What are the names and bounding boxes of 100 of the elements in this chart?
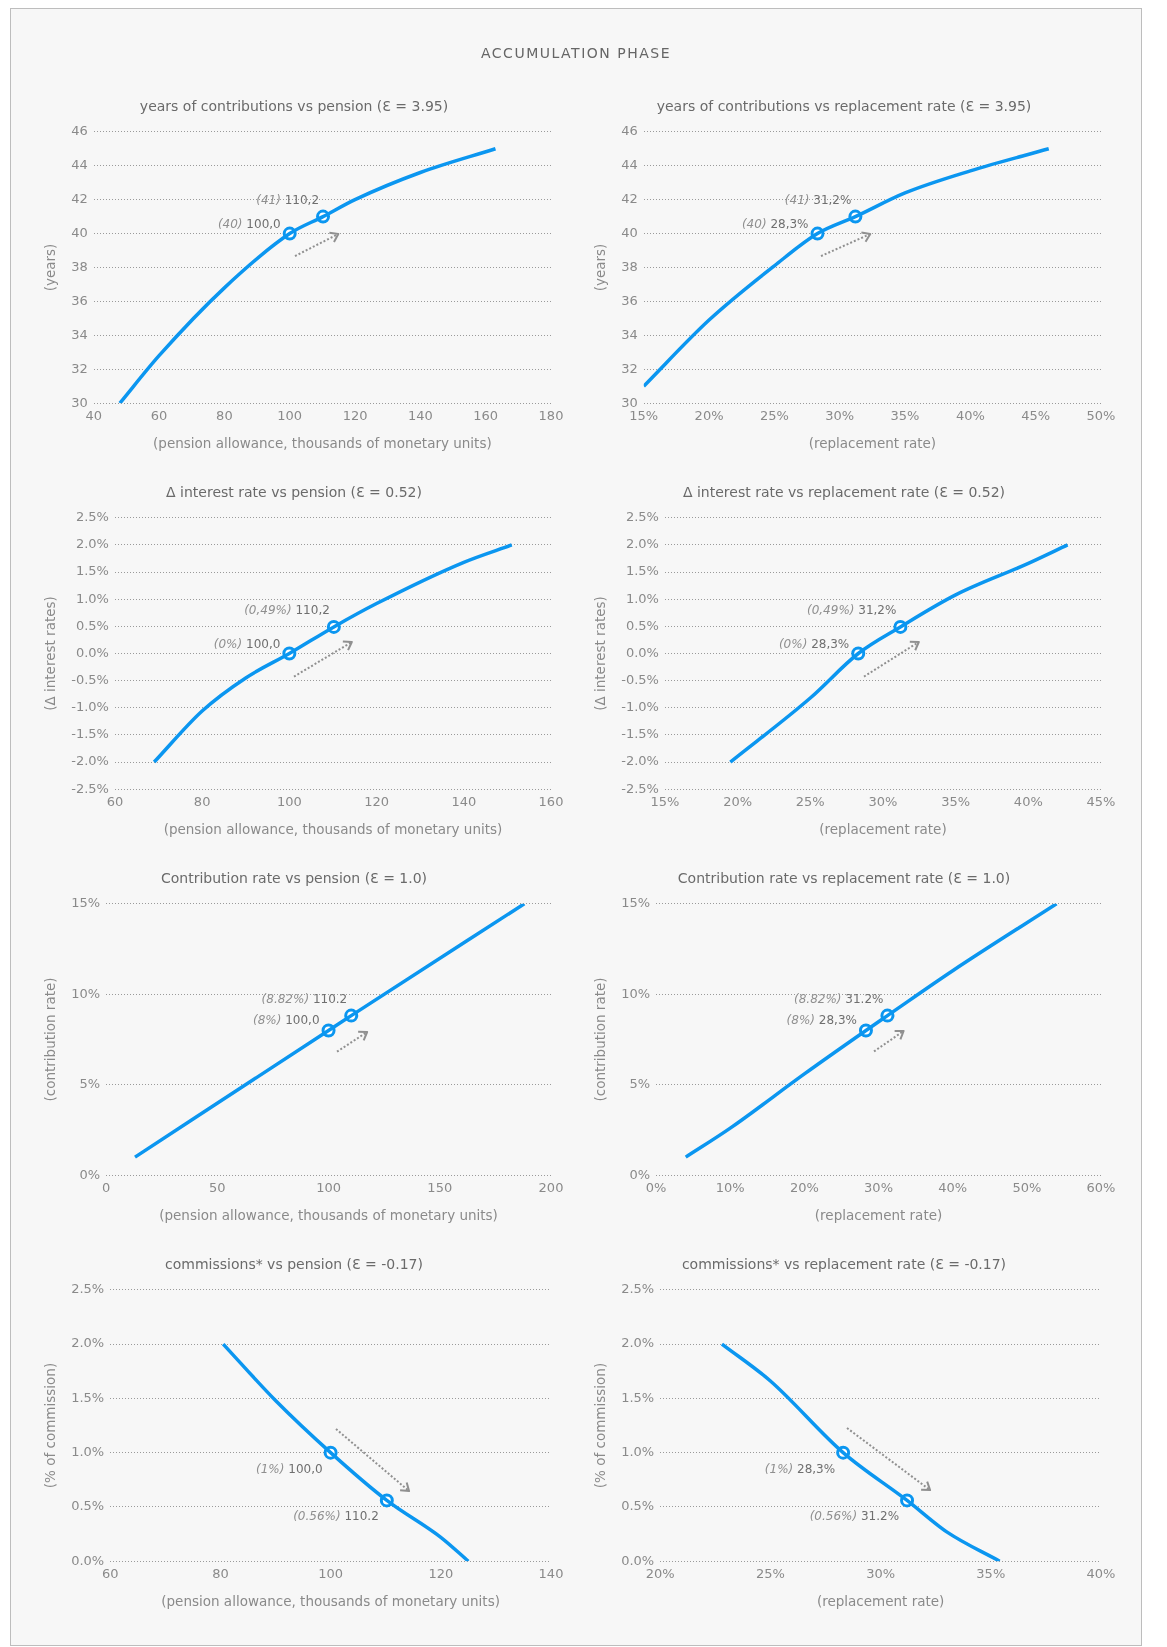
- annotation: (1%) 100,0: [256, 1461, 323, 1476]
- x-tick-label: 120: [342, 408, 368, 424]
- y-axis-title: (years): [591, 243, 608, 292]
- y-tick-label: 2.0%: [75, 536, 109, 552]
- y-tick-label: 1.0%: [71, 1444, 105, 1460]
- chart-title: years of contributions vs pension (Ɛ = 3.95): [139, 98, 449, 115]
- line-series: [684, 903, 1059, 1159]
- x-tick-label: 35%: [890, 408, 920, 424]
- y-tick-label: 15%: [71, 895, 101, 911]
- x-tick-label: 120: [364, 794, 389, 810]
- y-tick-label: 0.0%: [621, 1552, 655, 1568]
- x-tick-label: 160: [473, 408, 499, 424]
- x-tick-label: 40%: [1013, 794, 1043, 810]
- y-tick-label: 0%: [79, 1166, 101, 1182]
- y-tick-label: 1.0%: [625, 590, 659, 606]
- x-tick-label: 80: [216, 408, 233, 424]
- y-tick-label: 42: [621, 191, 638, 207]
- chart-title: years of contributions vs replacement rate (Ɛ = 3.95): [656, 98, 1032, 115]
- annotation: (0,49%) 110,2: [244, 602, 330, 617]
- y-tick-label: -2.0%: [71, 753, 109, 769]
- x-tick-label: 45%: [1021, 408, 1051, 424]
- annotation: (8.82%) 110.2: [261, 991, 348, 1006]
- y-tick-label: 5%: [629, 1076, 651, 1092]
- annotation: (41) 31,2%: [784, 192, 852, 207]
- x-tick-label: 50%: [1086, 408, 1116, 424]
- y-tick-label: 0.0%: [71, 1552, 105, 1568]
- x-tick-label: 50%: [1012, 1180, 1042, 1196]
- x-axis-title: (pension allowance, thousands of monetary units): [161, 1593, 500, 1610]
- annotation: (8%) 28,3%: [786, 1013, 857, 1028]
- x-tick-label: 160: [538, 794, 564, 810]
- y-tick-label: 0%: [629, 1166, 651, 1182]
- annotation: (0%) 28,3%: [778, 636, 850, 651]
- y-axis-title: (contribution rate): [591, 977, 608, 1102]
- annotation: (8%) 100,0: [252, 1013, 320, 1028]
- x-tick-label: 25%: [795, 794, 825, 810]
- line-series: [728, 543, 1070, 764]
- x-tick-label: 20%: [723, 794, 753, 810]
- y-axis-title: (years): [41, 243, 58, 292]
- y-tick-label: 38: [621, 258, 638, 274]
- y-tick-label: 38: [71, 258, 88, 274]
- annotation: (0.56%) 110.2: [293, 1509, 379, 1524]
- y-tick-label: 1.5%: [75, 563, 109, 579]
- line-series: [221, 1342, 471, 1562]
- line-series: [152, 543, 514, 764]
- x-axis-title: (pension allowance, thousands of monetary units): [153, 435, 492, 452]
- y-tick-label: 2.5%: [625, 509, 659, 525]
- x-axis-title: (pension allowance, thousands of monetary units): [159, 1207, 498, 1224]
- x-tick-label: 60%: [1086, 1180, 1116, 1196]
- x-tick-label: 30%: [866, 1566, 896, 1582]
- y-tick-label: 0.0%: [625, 644, 659, 660]
- y-tick-label: 10%: [71, 985, 101, 1001]
- chart-title: Δ interest rate vs pension (Ɛ = 0.52): [166, 484, 422, 501]
- x-tick-label: 40%: [955, 408, 985, 424]
- y-tick-label: -1.0%: [71, 699, 109, 715]
- y-tick-label: -2.5%: [71, 780, 109, 796]
- y-tick-label: 2.5%: [621, 1281, 655, 1297]
- y-tick-label: 32: [71, 360, 88, 376]
- y-tick-label: 2.0%: [71, 1335, 105, 1351]
- chart-title: commissions* vs pension (Ɛ = -0.17): [165, 1256, 423, 1273]
- y-tick-label: 34: [621, 326, 638, 342]
- y-axis-title: (contribution rate): [41, 977, 58, 1102]
- y-tick-label: 32: [621, 360, 638, 376]
- y-axis-title: (% of commission): [41, 1362, 58, 1489]
- x-tick-label: 60: [106, 794, 124, 810]
- y-tick-label: 0.5%: [625, 617, 659, 633]
- x-tick-label: 0: [101, 1180, 111, 1196]
- y-tick-label: 10%: [621, 985, 651, 1001]
- x-axis-title: (replacement rate): [814, 1207, 943, 1224]
- y-tick-label: 1.0%: [621, 1444, 655, 1460]
- x-tick-label: 150: [427, 1180, 453, 1196]
- chart-title: Contribution rate vs replacement rate (Ɛ = 1.0): [677, 870, 1011, 887]
- annotation: (41) 110,2: [256, 192, 320, 207]
- x-tick-label: 60: [150, 408, 168, 424]
- x-axis-title: (replacement rate): [808, 435, 937, 452]
- x-tick-label: 120: [428, 1566, 454, 1582]
- x-tick-label: 100: [316, 1180, 341, 1196]
- y-tick-label: 1.5%: [71, 1389, 105, 1405]
- y-tick-label: 1.5%: [625, 563, 659, 579]
- y-tick-label: 44: [71, 157, 88, 173]
- x-tick-label: 200: [538, 1180, 564, 1196]
- x-tick-label: 25%: [759, 408, 789, 424]
- y-tick-label: 2.0%: [625, 536, 659, 552]
- line-series: [720, 1342, 1002, 1562]
- y-tick-label: 15%: [621, 895, 651, 911]
- y-tick-label: 2.0%: [621, 1335, 655, 1351]
- x-tick-label: 20%: [694, 408, 724, 424]
- y-axis-title: (Δ interest rates): [41, 596, 58, 711]
- y-tick-label: 34: [71, 326, 88, 342]
- y-tick-label: 30: [621, 394, 638, 410]
- x-tick-label: 35%: [976, 1566, 1006, 1582]
- y-tick-label: 36: [71, 292, 88, 308]
- line-series: [643, 147, 1051, 388]
- y-tick-label: 2.5%: [75, 509, 109, 525]
- x-tick-label: 30%: [868, 794, 898, 810]
- chart-title: commissions* vs replacement rate (Ɛ = -0.17): [681, 1256, 1007, 1273]
- y-tick-label: 46: [71, 123, 88, 139]
- x-tick-label: 140: [407, 408, 433, 424]
- annotation: (0,49%) 31,2%: [806, 602, 897, 617]
- y-tick-label: -1.0%: [621, 699, 659, 715]
- x-tick-label: 35%: [941, 794, 971, 810]
